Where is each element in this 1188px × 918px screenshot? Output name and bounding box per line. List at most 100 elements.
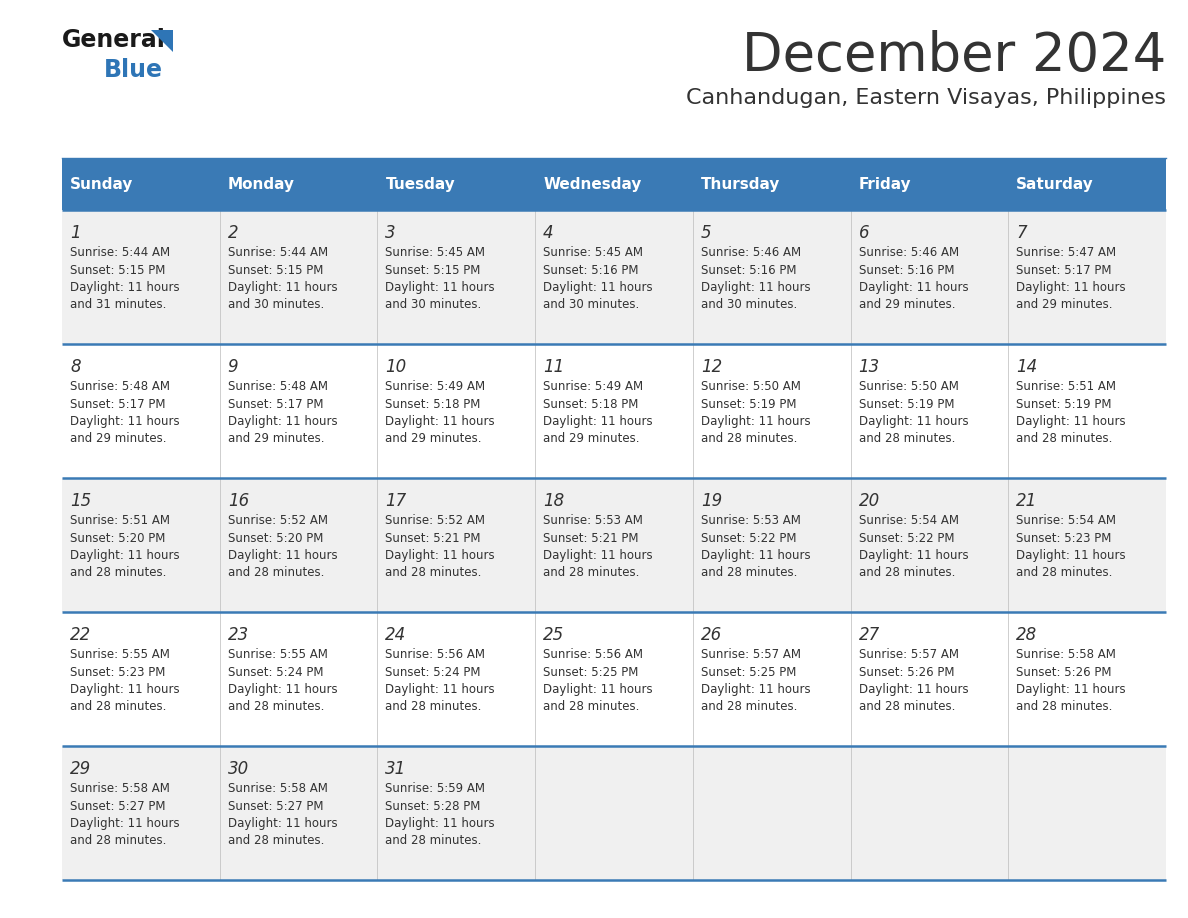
Text: Sunset: 5:21 PM: Sunset: 5:21 PM: [543, 532, 639, 544]
Bar: [378, 612, 535, 746]
Text: Daylight: 11 hours: Daylight: 11 hours: [70, 683, 179, 696]
Text: Sunrise: 5:58 AM: Sunrise: 5:58 AM: [70, 782, 170, 795]
Text: Daylight: 11 hours: Daylight: 11 hours: [701, 549, 810, 562]
Text: 7: 7: [1016, 224, 1026, 242]
Text: 12: 12: [701, 358, 722, 376]
Text: Daylight: 11 hours: Daylight: 11 hours: [859, 683, 968, 696]
Text: Daylight: 11 hours: Daylight: 11 hours: [1016, 415, 1126, 428]
Text: 16: 16: [228, 492, 249, 510]
Text: Sunset: 5:17 PM: Sunset: 5:17 PM: [228, 397, 323, 410]
Text: December 2024: December 2024: [741, 30, 1165, 82]
Text: Monday: Monday: [228, 176, 295, 192]
Text: Daylight: 11 hours: Daylight: 11 hours: [385, 281, 495, 294]
Text: 2: 2: [228, 224, 239, 242]
Bar: [693, 158, 851, 210]
Bar: [220, 344, 378, 478]
Text: Sunset: 5:18 PM: Sunset: 5:18 PM: [543, 397, 638, 410]
Text: and 29 minutes.: and 29 minutes.: [543, 432, 639, 445]
Bar: [62, 746, 220, 880]
Text: and 29 minutes.: and 29 minutes.: [70, 432, 166, 445]
Text: 13: 13: [859, 358, 880, 376]
Text: Sunset: 5:24 PM: Sunset: 5:24 PM: [385, 666, 481, 678]
Text: and 30 minutes.: and 30 minutes.: [543, 298, 639, 311]
Text: Sunrise: 5:48 AM: Sunrise: 5:48 AM: [70, 380, 170, 393]
Text: Sunrise: 5:59 AM: Sunrise: 5:59 AM: [385, 782, 486, 795]
Bar: [851, 210, 1009, 344]
Text: Friday: Friday: [859, 176, 911, 192]
Bar: [535, 478, 693, 612]
Text: Daylight: 11 hours: Daylight: 11 hours: [1016, 549, 1126, 562]
Text: Sunrise: 5:48 AM: Sunrise: 5:48 AM: [228, 380, 328, 393]
Text: Sunset: 5:16 PM: Sunset: 5:16 PM: [859, 263, 954, 276]
Text: Sunset: 5:25 PM: Sunset: 5:25 PM: [701, 666, 796, 678]
Text: and 28 minutes.: and 28 minutes.: [543, 566, 639, 579]
Bar: [535, 158, 693, 210]
Bar: [535, 210, 693, 344]
Text: Tuesday: Tuesday: [385, 176, 455, 192]
Text: Sunset: 5:25 PM: Sunset: 5:25 PM: [543, 666, 638, 678]
Text: and 28 minutes.: and 28 minutes.: [228, 566, 324, 579]
Text: and 29 minutes.: and 29 minutes.: [1016, 298, 1113, 311]
Text: Daylight: 11 hours: Daylight: 11 hours: [859, 281, 968, 294]
Text: Sunset: 5:16 PM: Sunset: 5:16 PM: [701, 263, 796, 276]
Text: 28: 28: [1016, 626, 1037, 644]
Text: Daylight: 11 hours: Daylight: 11 hours: [385, 683, 495, 696]
Text: and 28 minutes.: and 28 minutes.: [859, 566, 955, 579]
Text: Sunset: 5:23 PM: Sunset: 5:23 PM: [1016, 532, 1112, 544]
Text: Daylight: 11 hours: Daylight: 11 hours: [543, 281, 652, 294]
Text: Sunset: 5:19 PM: Sunset: 5:19 PM: [1016, 397, 1112, 410]
Text: Daylight: 11 hours: Daylight: 11 hours: [543, 415, 652, 428]
Text: Daylight: 11 hours: Daylight: 11 hours: [228, 683, 337, 696]
Text: Sunrise: 5:44 AM: Sunrise: 5:44 AM: [70, 246, 170, 259]
Text: Daylight: 11 hours: Daylight: 11 hours: [385, 817, 495, 830]
Text: Sunrise: 5:58 AM: Sunrise: 5:58 AM: [228, 782, 328, 795]
Text: 8: 8: [70, 358, 81, 376]
Text: Sunset: 5:21 PM: Sunset: 5:21 PM: [385, 532, 481, 544]
Text: Sunrise: 5:57 AM: Sunrise: 5:57 AM: [701, 648, 801, 661]
Bar: [378, 210, 535, 344]
Bar: [693, 478, 851, 612]
Text: Sunrise: 5:51 AM: Sunrise: 5:51 AM: [70, 514, 170, 527]
Text: 1: 1: [70, 224, 81, 242]
Text: Sunrise: 5:53 AM: Sunrise: 5:53 AM: [543, 514, 643, 527]
Text: 9: 9: [228, 358, 239, 376]
Text: 4: 4: [543, 224, 554, 242]
Bar: [693, 612, 851, 746]
Text: Sunrise: 5:50 AM: Sunrise: 5:50 AM: [859, 380, 959, 393]
Text: 23: 23: [228, 626, 249, 644]
Text: and 28 minutes.: and 28 minutes.: [859, 432, 955, 445]
Text: and 28 minutes.: and 28 minutes.: [228, 700, 324, 713]
Text: Sunrise: 5:45 AM: Sunrise: 5:45 AM: [385, 246, 486, 259]
Text: Daylight: 11 hours: Daylight: 11 hours: [228, 281, 337, 294]
Text: 22: 22: [70, 626, 91, 644]
Text: Canhandugan, Eastern Visayas, Philippines: Canhandugan, Eastern Visayas, Philippine…: [685, 88, 1165, 108]
Bar: [378, 344, 535, 478]
Text: 5: 5: [701, 224, 712, 242]
Text: and 28 minutes.: and 28 minutes.: [70, 700, 166, 713]
Text: Sunset: 5:24 PM: Sunset: 5:24 PM: [228, 666, 323, 678]
Bar: [1009, 478, 1165, 612]
Bar: [220, 158, 378, 210]
Bar: [378, 478, 535, 612]
Text: Daylight: 11 hours: Daylight: 11 hours: [701, 683, 810, 696]
Text: Daylight: 11 hours: Daylight: 11 hours: [859, 415, 968, 428]
Text: Sunrise: 5:49 AM: Sunrise: 5:49 AM: [385, 380, 486, 393]
Text: and 29 minutes.: and 29 minutes.: [859, 298, 955, 311]
Bar: [1009, 158, 1165, 210]
Text: Sunset: 5:26 PM: Sunset: 5:26 PM: [1016, 666, 1112, 678]
Text: Sunset: 5:15 PM: Sunset: 5:15 PM: [385, 263, 481, 276]
Bar: [62, 158, 220, 210]
Text: Daylight: 11 hours: Daylight: 11 hours: [70, 549, 179, 562]
Text: 27: 27: [859, 626, 880, 644]
Text: Sunset: 5:19 PM: Sunset: 5:19 PM: [701, 397, 796, 410]
Text: Sunset: 5:22 PM: Sunset: 5:22 PM: [859, 532, 954, 544]
Text: 3: 3: [385, 224, 396, 242]
Text: 6: 6: [859, 224, 870, 242]
Bar: [851, 746, 1009, 880]
Text: Sunset: 5:27 PM: Sunset: 5:27 PM: [228, 800, 323, 812]
Bar: [62, 210, 220, 344]
Text: and 28 minutes.: and 28 minutes.: [701, 700, 797, 713]
Text: and 28 minutes.: and 28 minutes.: [543, 700, 639, 713]
Text: 29: 29: [70, 760, 91, 778]
Text: 24: 24: [385, 626, 406, 644]
